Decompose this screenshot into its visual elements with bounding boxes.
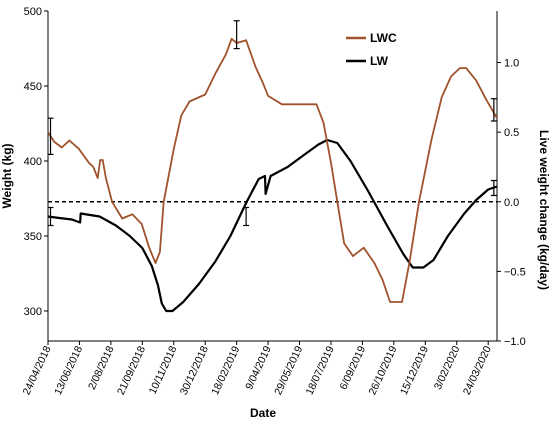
x-tick-label: 24/03/2020 [461,344,494,397]
right-tick-label: 0.0 [504,197,519,209]
error-bars-group [47,20,497,227]
legend-label-lw: LW [370,54,389,68]
x-tick-label: 3/02/2020 [432,344,463,392]
right-tick-label: −0.5 [504,266,526,278]
left-tick-label: 400 [24,156,42,168]
x-tick-label: 15/12/2019 [398,344,431,397]
left-tick-label: 450 [24,81,42,93]
x-tick-label: 24/04/2018 [21,344,54,397]
series-group [47,37,498,313]
x-tick-label: 13/06/2018 [52,344,85,397]
right-tick-label: 1.0 [504,58,519,70]
x-tick-label: 29/05/2019 [272,344,305,397]
legend-label-lwc: LWC [370,31,397,45]
left-tick-label: 300 [24,306,42,318]
x-tick-label: 30/12/2018 [178,344,211,397]
x-tick-label: 10/11/2018 [147,344,180,396]
right-tick-label: 0.5 [504,127,519,139]
x-axis-title: Date [250,406,276,420]
legend: LWC LW [346,31,397,68]
right-tick-label: −1.0 [504,336,526,348]
axes [44,10,501,345]
x-tick-label: 18/07/2019 [304,344,337,397]
series-line-lw [47,138,498,313]
x-tick-label: 2/08/2018 [86,344,117,392]
left-tick-label: 350 [24,231,42,243]
x-tick-label: 9/04/2019 [243,344,274,392]
x-tick-label: 26/10/2019 [366,344,399,397]
left-tick-label: 500 [24,6,42,18]
right-axis-title: Live weight change (kg/day) [537,130,550,290]
left-axis-title: Weight (kg) [0,143,14,208]
x-tick-label: 18/02/2019 [209,344,242,397]
x-tick-label: 21/09/2018 [115,344,148,397]
x-tick-label: 6/09/2019 [338,344,369,392]
